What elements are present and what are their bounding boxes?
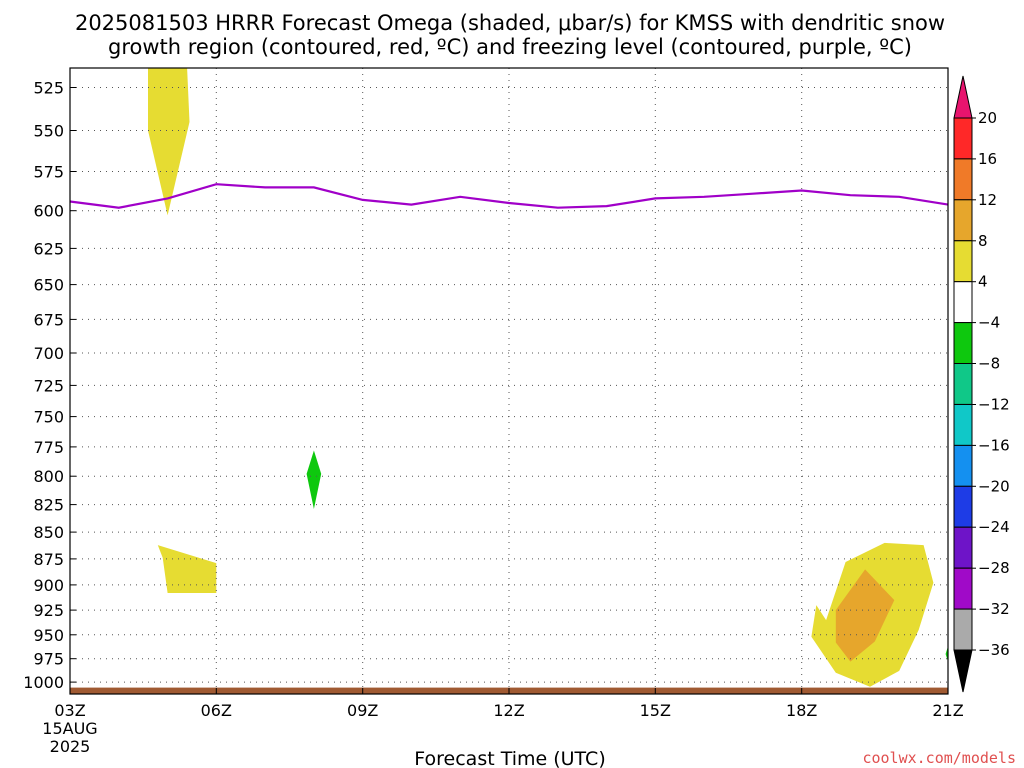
colorbar-label: −12 bbox=[978, 396, 1010, 414]
y-tick-label: 600 bbox=[33, 202, 64, 221]
colorbar-swatch bbox=[953, 444, 973, 487]
y-tick-label: 1000 bbox=[23, 673, 64, 692]
y-tick-label: 650 bbox=[33, 276, 64, 295]
x-tick-label: 15Z bbox=[640, 701, 671, 720]
omega-shaded-region-1 bbox=[148, 68, 190, 216]
colorbar-label: −32 bbox=[978, 600, 1010, 618]
colorbar-swatch bbox=[953, 363, 973, 405]
y-tick-label: 825 bbox=[33, 496, 64, 515]
omega-shaded-region-2 bbox=[157, 545, 217, 593]
colorbar-swatch bbox=[953, 608, 973, 651]
y-tick-label: 900 bbox=[33, 576, 64, 595]
colorbar-swatch bbox=[953, 117, 973, 160]
title-line-1: 2025081503 HRRR Forecast Omega (shaded, … bbox=[75, 11, 945, 35]
colorbar-swatch bbox=[953, 404, 973, 446]
colorbar-label: −8 bbox=[978, 355, 1000, 373]
colorbar-label: 12 bbox=[978, 191, 997, 209]
colorbar-label: −36 bbox=[978, 641, 1010, 659]
x-tick-label: 12Z bbox=[493, 701, 524, 720]
omega-shaded-region-3 bbox=[306, 450, 322, 509]
y-tick-label: 525 bbox=[33, 79, 64, 98]
colorbar-swatch bbox=[953, 158, 973, 201]
y-tick-label: 850 bbox=[33, 523, 64, 542]
freezing-level-contour bbox=[69, 183, 949, 209]
x-tick-label: 03Z bbox=[54, 701, 85, 720]
colorbar-swatch bbox=[953, 322, 973, 365]
omega-shaded-region-5 bbox=[835, 569, 895, 662]
freezing-level-line bbox=[69, 183, 949, 209]
x-tick-label: 18Z bbox=[786, 701, 817, 720]
x-tick-label: 09Z bbox=[347, 701, 378, 720]
y-tick-label: 725 bbox=[33, 376, 64, 395]
y-tick-label: 800 bbox=[33, 467, 64, 486]
x-tick-label: 21Z bbox=[932, 701, 963, 720]
x-tick-label: 06Z bbox=[201, 701, 232, 720]
website-credit[interactable]: coolwx.com/models bbox=[862, 749, 1016, 767]
colorbar-swatch bbox=[953, 526, 973, 569]
y-tick-label: 675 bbox=[33, 310, 64, 329]
omega-colorbar: 20 16 12 8 4 −4 −8 −12 −16 −20 −24 −28 −32 −36 bbox=[953, 75, 1010, 693]
y-axis-pressure: 525 550 575 600 625 650 675 700 725 750 775 800 825 8… bbox=[23, 79, 76, 692]
colorbar-swatch bbox=[953, 485, 973, 528]
y-tick-label: 575 bbox=[33, 163, 64, 182]
colorbar-swatch bbox=[953, 199, 973, 242]
colorbar-label: 8 bbox=[978, 232, 988, 250]
colorbar-swatch bbox=[953, 567, 973, 610]
y-tick-label: 975 bbox=[33, 650, 64, 669]
x-axis-title: Forecast Time (UTC) bbox=[414, 748, 605, 768]
colorbar-label: 20 bbox=[978, 109, 997, 127]
y-tick-label: 625 bbox=[33, 239, 64, 258]
colorbar-label: 16 bbox=[978, 150, 997, 168]
y-tick-label: 950 bbox=[33, 626, 64, 645]
grid-lines bbox=[70, 68, 948, 694]
colorbar-label: −24 bbox=[978, 518, 1010, 536]
plot-frame bbox=[69, 67, 949, 695]
colorbar-bottom-arrow bbox=[953, 649, 973, 693]
y-tick-label: 875 bbox=[33, 550, 64, 569]
colorbar-label: 4 bbox=[978, 273, 988, 291]
colorbar-swatch bbox=[953, 240, 973, 283]
colorbar-label: −28 bbox=[978, 559, 1010, 577]
chart-title: 2025081503 HRRR Forecast Omega (shaded, … bbox=[75, 11, 945, 59]
colorbar-label: −4 bbox=[978, 314, 1000, 332]
y-tick-label: 775 bbox=[33, 438, 64, 457]
colorbar-label: −20 bbox=[978, 477, 1010, 495]
title-line-2: growth region (contoured, red, ºC) and f… bbox=[108, 35, 912, 59]
x-date-label: 2025 bbox=[50, 737, 91, 756]
y-tick-label: 700 bbox=[33, 344, 64, 363]
y-tick-label: 550 bbox=[33, 122, 64, 141]
x-date-label: 15AUG bbox=[42, 719, 97, 738]
colorbar-label: −16 bbox=[978, 436, 1010, 454]
y-tick-label: 750 bbox=[33, 408, 64, 427]
colorbar-top-arrow bbox=[953, 75, 973, 119]
y-tick-label: 925 bbox=[33, 601, 64, 620]
colorbar-swatch bbox=[953, 281, 973, 324]
